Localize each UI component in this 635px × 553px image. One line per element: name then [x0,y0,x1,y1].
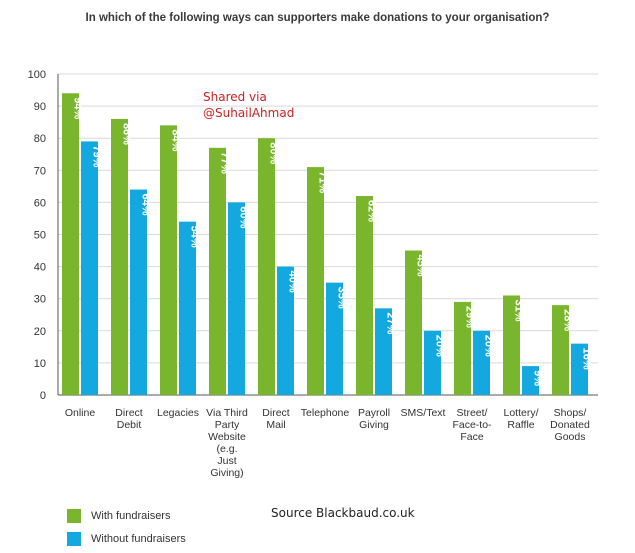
bar-without-fundraisers [277,266,294,395]
watermark-line-2: @SuhailAhmad [203,106,295,120]
chart-title: In which of the following ways can suppo… [85,12,550,24]
x-tick-label: Mail [266,419,285,431]
data-label: 84% [170,129,182,151]
legend-swatch-without [67,532,81,546]
x-tick-label: Goods [555,431,586,443]
bar-without-fundraisers [228,202,245,395]
bar-with-fundraisers [307,167,324,395]
x-tick-label: Legacies [157,407,199,419]
data-label: 31% [513,299,525,321]
bar-without-fundraisers [522,366,539,395]
y-tick-label: 80 [34,133,46,145]
bar-with-fundraisers [552,305,569,395]
data-label: 27% [385,312,397,334]
legend-swatch-with [67,509,81,523]
bar-without-fundraisers [571,343,588,395]
x-tick-label: Face-to- [452,419,492,431]
bar-without-fundraisers [424,330,441,395]
bar-with-fundraisers [209,147,226,395]
y-tick-label: 60 [34,197,46,209]
data-label: 60% [238,206,250,228]
bar-with-fundraisers [160,125,177,396]
x-tick-label: Shops/ [554,407,587,419]
x-tick-label: SMS/Text [401,407,446,419]
bar-with-fundraisers [258,138,275,395]
data-label: 16% [581,348,593,370]
x-tick-label: Via Third [206,407,248,419]
data-label: 71% [317,171,329,193]
data-label: 77% [219,152,231,174]
bar-with-fundraisers [111,118,128,395]
data-label: 79% [91,145,103,167]
bar-without-fundraisers [375,308,392,395]
bar-without-fundraisers [130,189,147,395]
x-tick-label: Donated [550,419,590,431]
x-tick-label: Payroll [358,407,390,419]
y-tick-label: 20 [34,326,46,338]
y-tick-label: 10 [34,358,46,370]
x-tick-label: Street/ [457,407,488,419]
bar-with-fundraisers [62,93,79,395]
data-label: 62% [366,200,378,222]
y-tick-label: 90 [34,101,46,113]
legend-item-with-fundraisers: With fundraisers [67,509,170,523]
data-label: 20% [434,335,446,357]
bar-without-fundraisers [179,221,196,395]
bar-with-fundraisers [405,250,422,395]
x-tick-label: Lottery/ [503,407,538,419]
y-tick-label: 70 [34,165,46,177]
x-tick-label: Raffle [507,419,534,431]
data-label: 40% [287,271,299,293]
watermark-line-1: Shared via [203,90,267,104]
bar-without-fundraisers [473,330,490,395]
x-tick-label: Party [215,419,240,431]
data-label: 45% [415,255,427,277]
source-note: Source Blackbaud.co.uk [271,506,415,520]
x-tick-label: Face [460,431,484,443]
legend-item-without-fundraisers: Without fundraisers [67,532,186,546]
x-tick-label: Direct [262,407,290,419]
y-tick-label: 30 [34,294,46,306]
legend-label-with: With fundraisers [91,510,171,522]
bar-with-fundraisers [454,301,471,395]
x-tick-label: Giving [359,419,389,431]
data-label: 94% [72,97,84,119]
x-tick-label: Direct [115,407,143,419]
x-tick-label: Giving) [210,467,243,479]
y-tick-label: 0 [40,390,46,402]
x-tick-label: Online [65,407,96,419]
bar-without-fundraisers [326,282,343,395]
x-tick-label: Telephone [301,407,350,419]
watermark: Shared via @SuhailAhmad [203,89,294,121]
y-tick-label: 100 [28,69,46,81]
x-tick-label: Debit [117,419,142,431]
data-label: 20% [483,335,495,357]
data-label: 86% [121,123,133,145]
data-label: 64% [140,194,152,216]
data-label: 29% [464,306,476,328]
y-tick-label: 50 [34,230,46,242]
bar-with-fundraisers [356,195,373,395]
data-label: 80% [268,142,280,164]
y-tick-label: 40 [34,262,46,274]
data-label: 35% [336,287,348,309]
data-label: 9% [532,370,544,386]
data-label: 28% [562,309,574,331]
data-label: 54% [189,226,201,248]
x-tick-label: Just [217,455,236,467]
bar-without-fundraisers [81,141,98,395]
x-tick-label: Website [208,431,246,443]
bar-with-fundraisers [503,295,520,395]
legend-label-without: Without fundraisers [91,533,186,545]
x-tick-label: (e.g. [216,443,237,455]
